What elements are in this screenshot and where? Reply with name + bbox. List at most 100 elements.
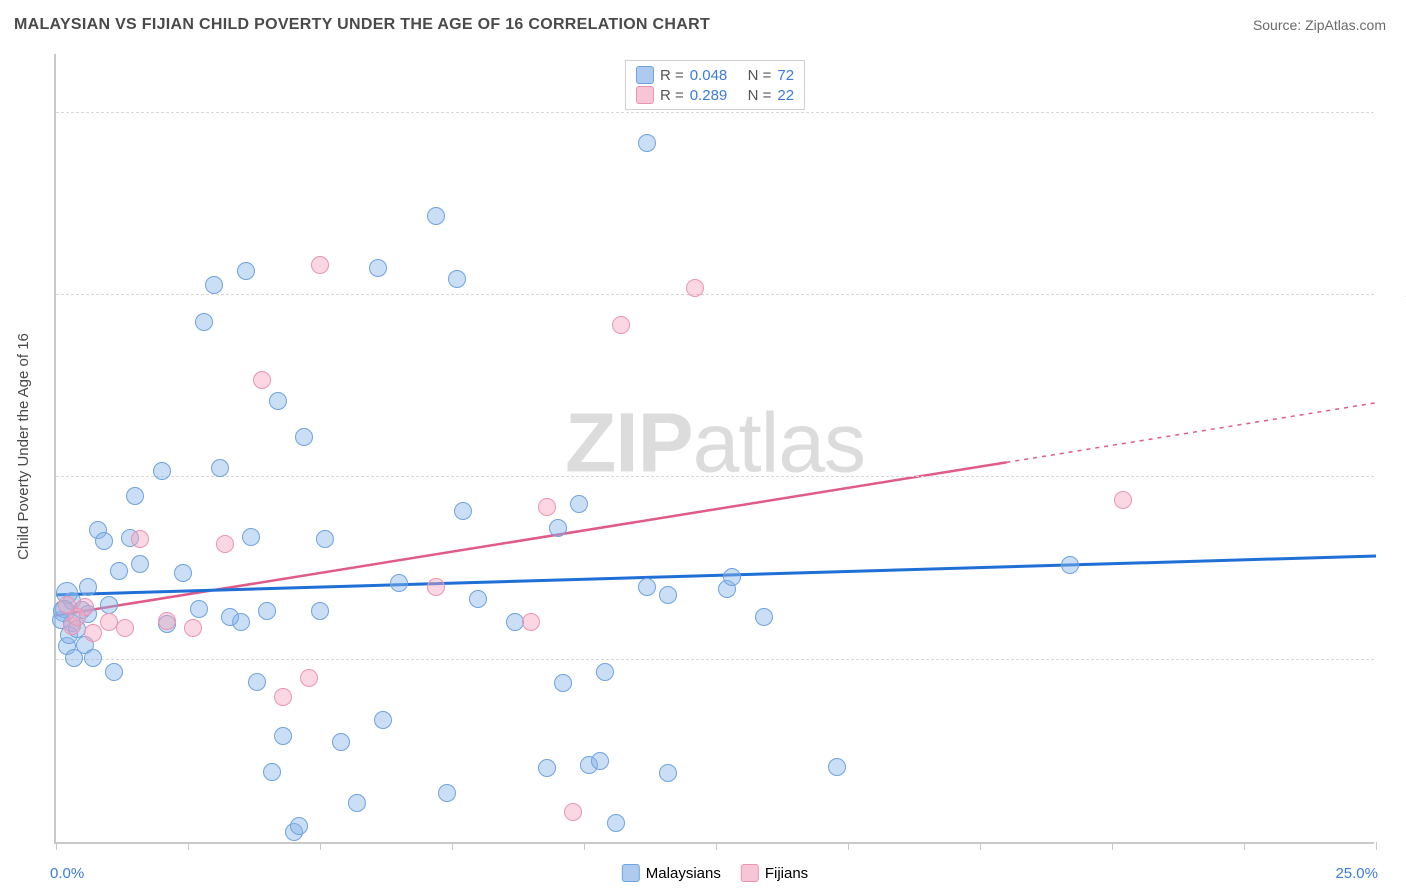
malaysians-point	[638, 134, 656, 152]
malaysians-point	[105, 663, 123, 681]
swatch-fijians	[636, 86, 654, 104]
malaysians-point	[454, 502, 472, 520]
malaysians-point	[755, 608, 773, 626]
fijians-point	[686, 279, 704, 297]
malaysians-point	[237, 262, 255, 280]
malaysians-point	[95, 532, 113, 550]
fijians-point	[84, 624, 102, 642]
fijians-point	[216, 535, 234, 553]
malaysians-point	[269, 392, 287, 410]
fijians-point	[311, 256, 329, 274]
malaysians-point	[538, 759, 556, 777]
gridline: 45.0%	[56, 294, 1374, 295]
fijians-point	[68, 608, 86, 626]
gridline: 30.0%	[56, 476, 1374, 477]
fijians-point	[612, 316, 630, 334]
malaysians-point	[311, 602, 329, 620]
y-tick-label: 60.0%	[1380, 104, 1406, 121]
malaysians-point	[570, 495, 588, 513]
malaysians-point	[316, 530, 334, 548]
malaysians-point	[84, 649, 102, 667]
fijians-point	[158, 612, 176, 630]
malaysians-point	[79, 578, 97, 596]
malaysians-trendline	[56, 556, 1376, 595]
y-axis-label: Child Poverty Under the Age of 16	[8, 0, 38, 892]
malaysians-point	[153, 462, 171, 480]
x-tick	[320, 842, 321, 850]
trendlines-svg	[56, 54, 1376, 844]
x-tick	[716, 842, 717, 850]
fijians-point	[131, 530, 149, 548]
fijians-point	[100, 613, 118, 631]
malaysians-point	[591, 752, 609, 770]
malaysians-point	[195, 313, 213, 331]
legend-label-malaysians: Malaysians	[646, 865, 721, 882]
fijians-point	[184, 619, 202, 637]
malaysians-point	[332, 733, 350, 751]
legend-stats-row-malaysians: R = 0.048 N = 72	[636, 65, 794, 85]
fijians-point	[522, 613, 540, 631]
malaysians-point	[369, 259, 387, 277]
x-tick	[188, 842, 189, 850]
fijians-point	[538, 498, 556, 516]
x-axis-label: 0.0%	[50, 865, 84, 882]
legend-item-malaysians: Malaysians	[622, 864, 721, 882]
y-tick-label: 45.0%	[1380, 287, 1406, 304]
legend-label-fijians: Fijians	[765, 865, 808, 882]
malaysians-point	[274, 727, 292, 745]
x-tick	[584, 842, 585, 850]
fijians-point	[564, 803, 582, 821]
malaysians-point	[374, 711, 392, 729]
malaysians-point	[110, 562, 128, 580]
fijians-point	[253, 371, 271, 389]
fijians-trendline-extrapolated	[1006, 403, 1376, 463]
x-tick	[452, 842, 453, 850]
malaysians-point	[554, 674, 572, 692]
legend-series: Malaysians Fijians	[622, 864, 808, 882]
chart-header: MALAYSIAN VS FIJIAN CHILD POVERTY UNDER …	[0, 0, 1406, 50]
malaysians-point	[607, 814, 625, 832]
x-tick	[1376, 842, 1377, 850]
malaysians-point	[290, 817, 308, 835]
fijians-point	[300, 669, 318, 687]
legend-stats-row-fijians: R = 0.289 N = 22	[636, 85, 794, 105]
malaysians-point	[242, 528, 260, 546]
legend-item-fijians: Fijians	[741, 864, 808, 882]
fijians-point	[274, 688, 292, 706]
malaysians-point	[1061, 556, 1079, 574]
malaysians-point	[438, 784, 456, 802]
chart-title: MALAYSIAN VS FIJIAN CHILD POVERTY UNDER …	[14, 16, 710, 34]
swatch-malaysians-icon	[622, 864, 640, 882]
malaysians-point	[348, 794, 366, 812]
malaysians-point	[258, 602, 276, 620]
malaysians-point	[190, 600, 208, 618]
gridline: 60.0%	[56, 112, 1374, 113]
malaysians-point	[659, 586, 677, 604]
malaysians-point	[549, 519, 567, 537]
malaysians-point	[448, 270, 466, 288]
plot-area: ZIPatlas R = 0.048 N = 72 R = 0.289 N = …	[54, 54, 1374, 844]
malaysians-point	[659, 764, 677, 782]
malaysians-point	[295, 428, 313, 446]
malaysians-point	[828, 758, 846, 776]
x-tick	[1244, 842, 1245, 850]
x-tick	[980, 842, 981, 850]
malaysians-point	[174, 564, 192, 582]
x-tick	[1112, 842, 1113, 850]
chart-source: Source: ZipAtlas.com	[1253, 17, 1386, 33]
fijians-point	[116, 619, 134, 637]
malaysians-point	[723, 568, 741, 586]
malaysians-point	[205, 276, 223, 294]
y-tick-label: 30.0%	[1380, 469, 1406, 486]
x-tick	[848, 842, 849, 850]
malaysians-point	[211, 459, 229, 477]
malaysians-point	[131, 555, 149, 573]
malaysians-point	[100, 596, 118, 614]
malaysians-point	[221, 608, 239, 626]
x-tick	[56, 842, 57, 850]
malaysians-point	[469, 590, 487, 608]
malaysians-point	[638, 578, 656, 596]
fijians-point	[1114, 491, 1132, 509]
y-tick-label: 15.0%	[1380, 651, 1406, 668]
swatch-malaysians	[636, 66, 654, 84]
